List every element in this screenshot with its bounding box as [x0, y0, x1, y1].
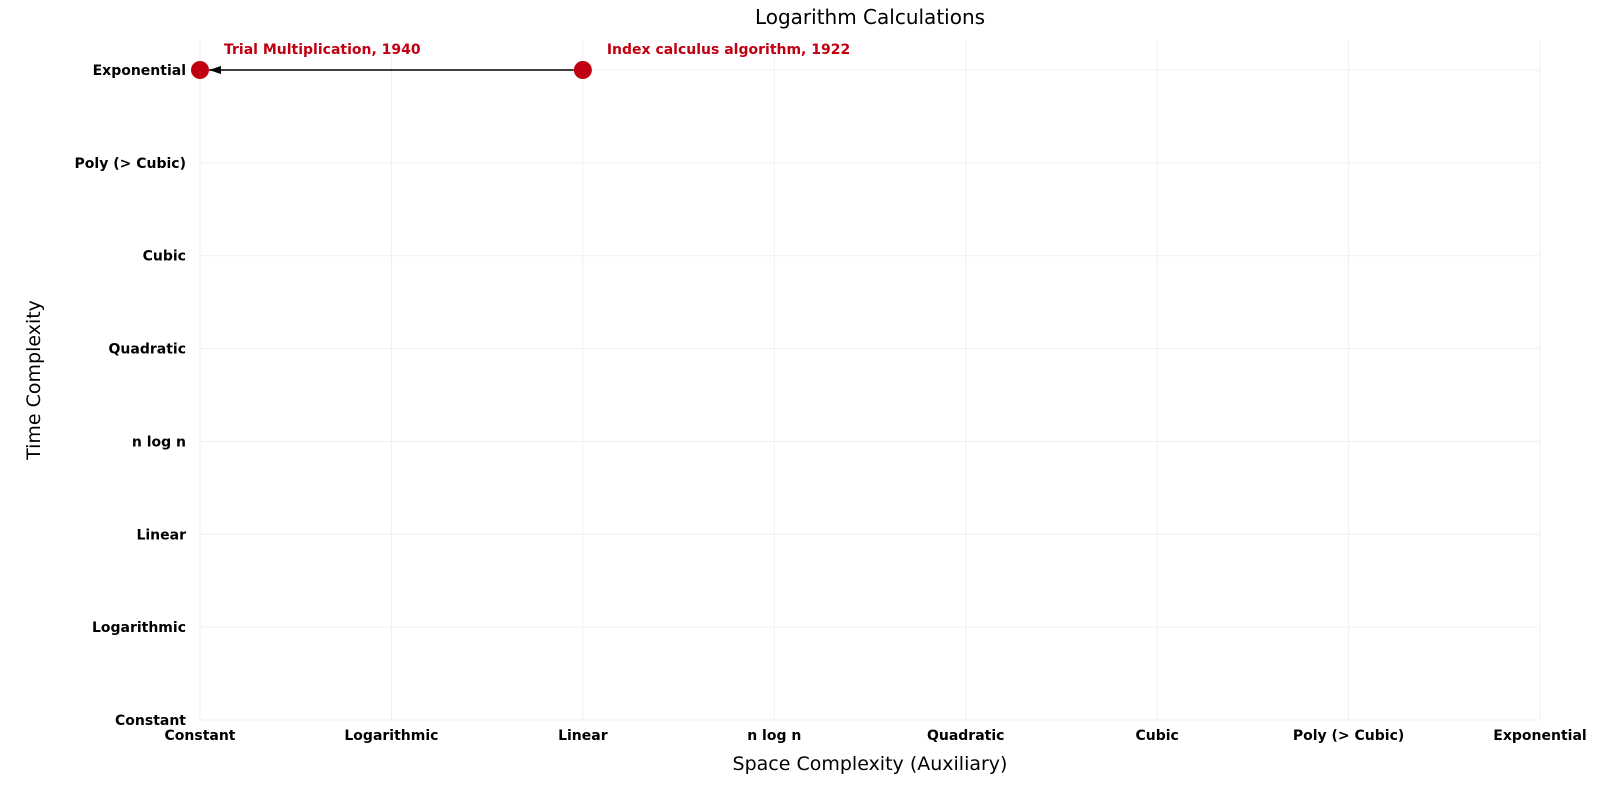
- y-tick-label: Linear: [136, 527, 186, 543]
- x-tick-label: Logarithmic: [344, 728, 438, 744]
- x-tick-label: Poly (> Cubic): [1293, 728, 1404, 744]
- x-tick-label: n log n: [747, 728, 801, 744]
- x-tick-label: Quadratic: [927, 728, 1004, 744]
- x-axis-label: Space Complexity (Auxiliary): [733, 753, 1008, 775]
- y-tick-label: Exponential: [93, 63, 186, 79]
- y-tick-label: Quadratic: [109, 342, 186, 358]
- grid: [200, 40, 1540, 720]
- chart-container: Logarithm Calculations Constant Logarithmi…: [0, 0, 1604, 794]
- y-tick-label: Cubic: [143, 249, 186, 265]
- data-point-label: Trial Multiplication, 1940: [224, 42, 421, 58]
- y-axis-label: Time Complexity: [23, 300, 45, 461]
- x-tick-label: Exponential: [1493, 728, 1586, 744]
- data-point: [574, 61, 592, 79]
- x-tick-label: Linear: [558, 728, 608, 744]
- x-tick-label: Cubic: [1135, 728, 1178, 744]
- x-tick-label: Constant: [165, 728, 236, 744]
- y-tick-label: Poly (> Cubic): [75, 156, 186, 172]
- data-points: Trial Multiplication, 1940 Index calculus…: [191, 42, 850, 79]
- y-ticks: Constant Logarithmic Linear n log n Quadrati…: [75, 63, 187, 729]
- chart-svg: Logarithm Calculations Constant Logarithmi…: [0, 0, 1604, 794]
- y-tick-label: n log n: [132, 434, 186, 450]
- y-tick-label: Constant: [115, 713, 186, 729]
- data-point-label: Index calculus algorithm, 1922: [607, 42, 850, 58]
- x-ticks: Constant Logarithmic Linear n log n Quadrati…: [165, 728, 1587, 744]
- chart-title: Logarithm Calculations: [755, 5, 985, 29]
- data-point: [191, 61, 209, 79]
- y-tick-label: Logarithmic: [92, 620, 186, 636]
